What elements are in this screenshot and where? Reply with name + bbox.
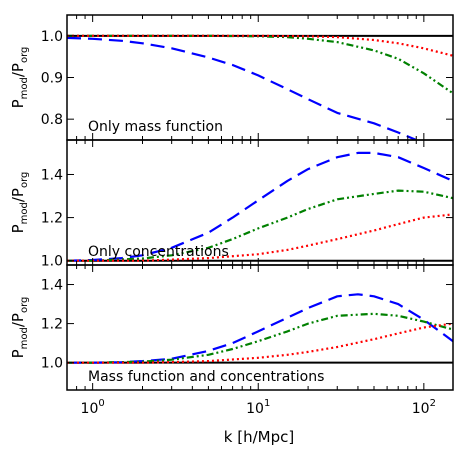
- x-tick-base: 10: [412, 401, 430, 417]
- x-tick-exp: 0: [98, 398, 104, 409]
- y-label-base: P: [9, 224, 27, 233]
- series-line-2: [67, 34, 453, 95]
- y-label-base: P: [9, 99, 27, 108]
- y-label-den: /P: [9, 313, 27, 327]
- x-tick-label: 101: [246, 398, 270, 417]
- x-tick-label: 100: [81, 398, 105, 417]
- panel-annotation: Only mass function: [88, 119, 223, 135]
- panel-annotation: Only concentrations: [88, 244, 229, 260]
- y-tick-label: 1.2: [41, 211, 63, 227]
- y-axis-label: Pmod/Porg: [9, 297, 30, 359]
- series-line-2: [67, 189, 453, 262]
- series-line-2: [67, 312, 453, 364]
- y-label-den: /P: [9, 63, 27, 77]
- series-line-3: [67, 322, 453, 364]
- series-line-1: [67, 36, 417, 140]
- y-label-den-sub: org: [19, 47, 30, 63]
- series-line-3: [67, 213, 453, 262]
- y-label-den-sub: org: [19, 172, 30, 188]
- y-axis-label: Pmod/Porg: [9, 47, 30, 109]
- panel-1: 0.8 0.9 1.0 Only mass function Pmod/Porg: [9, 14, 454, 141]
- y-tick-label: 1.0: [41, 254, 63, 270]
- y-label-sub: mod: [19, 327, 30, 349]
- x-axis-label: k [h/Mpc]: [224, 428, 294, 446]
- y-tick-label: 0.9: [41, 71, 63, 87]
- x-tick-label: 102: [412, 398, 436, 417]
- y-tick-label: 1.0: [41, 29, 63, 45]
- x-axis: 100 101 102: [81, 398, 436, 417]
- y-tick-label: 1.4: [41, 167, 63, 183]
- y-label-sub: mod: [19, 202, 30, 224]
- x-tick-exp: 2: [430, 398, 436, 409]
- y-label-den-sub: org: [19, 297, 30, 313]
- panel-3: 1.0 1.2 1.4 Mass function and concentration…: [9, 264, 454, 391]
- series-line-3: [67, 34, 453, 57]
- y-label-base: P: [9, 349, 27, 358]
- panel-frame: [66, 264, 454, 391]
- y-tick-label: 0.8: [41, 112, 63, 128]
- y-label-sub: mod: [19, 77, 30, 99]
- y-label-den: /P: [9, 188, 27, 202]
- series-line-1: [67, 151, 453, 262]
- panel-annotation: Mass function and concentrations: [88, 369, 324, 385]
- y-tick-label: 1.0: [41, 356, 63, 372]
- y-axis-label: Pmod/Porg: [9, 172, 30, 234]
- series-line-1: [67, 293, 453, 364]
- x-tick-base: 10: [81, 401, 99, 417]
- series-group: [67, 151, 453, 262]
- x-tick-base: 10: [246, 401, 264, 417]
- y-tick-label: 1.4: [41, 278, 63, 294]
- series-group: [67, 293, 453, 364]
- panel-2: 1.0 1.2 1.4 Only concentrations Pmod/Porg: [9, 139, 454, 270]
- series-group: [67, 34, 453, 140]
- y-tick-label: 1.2: [41, 317, 63, 333]
- x-tick-exp: 1: [264, 398, 270, 409]
